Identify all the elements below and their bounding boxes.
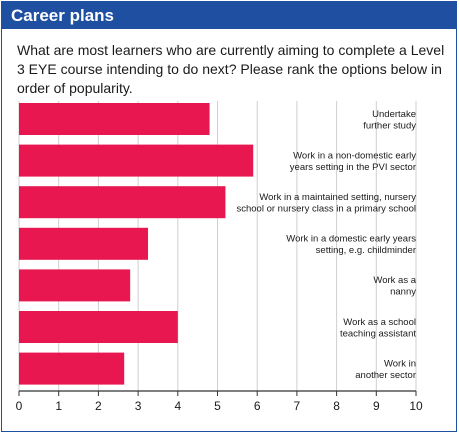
panel-title: Career plans — [2, 2, 456, 29]
category-label: further study — [363, 120, 416, 131]
category-label: setting, e.g. childminder — [316, 245, 416, 256]
category-label: nanny — [390, 287, 416, 298]
x-tick-label: 6 — [254, 399, 261, 413]
bar — [19, 227, 149, 260]
x-tick-label: 1 — [55, 399, 62, 413]
x-tick-label: 10 — [409, 399, 423, 413]
category-label: teaching assistant — [340, 328, 416, 339]
category-label: school or nursery class in a primary sch… — [236, 203, 416, 214]
category-label: Work in a maintained setting, nursery — [259, 192, 416, 203]
bar — [19, 311, 178, 343]
question-text: What are most learners who are currently… — [17, 42, 445, 96]
category-label: Undertake — [372, 109, 416, 120]
x-tick-label: 5 — [214, 399, 221, 413]
x-tick-label: 2 — [95, 399, 102, 413]
bar — [19, 144, 254, 177]
category-label: Work as a school — [343, 317, 416, 328]
x-tick-label: 7 — [294, 399, 301, 413]
bar — [19, 352, 125, 385]
x-tick-label: 3 — [135, 399, 142, 413]
x-tick-label: 8 — [333, 399, 340, 413]
bar — [19, 269, 131, 302]
category-label: Work in — [384, 358, 416, 369]
category-label: Work in a non-domestic early — [293, 150, 416, 161]
category-label: another sector — [355, 370, 416, 381]
category-label: Work in a domestic early years — [286, 234, 416, 245]
x-tick-label: 9 — [373, 399, 380, 413]
category-label: Work as a — [373, 275, 416, 286]
bar — [19, 103, 210, 135]
category-label: years setting in the PVI sector — [290, 162, 416, 173]
bar — [19, 186, 226, 219]
x-tick-label: 4 — [174, 399, 181, 413]
x-tick-label: 0 — [16, 399, 23, 413]
